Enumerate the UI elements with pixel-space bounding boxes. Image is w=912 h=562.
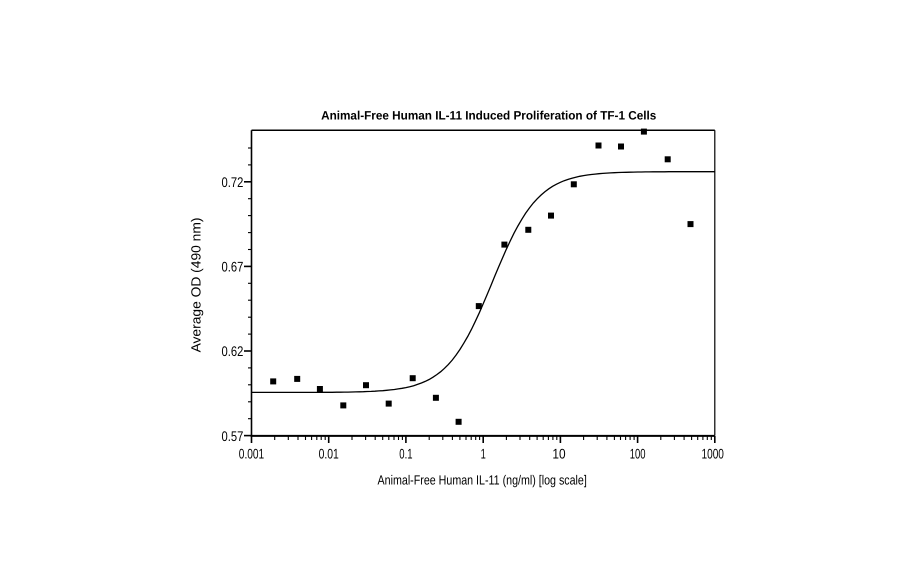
svg-text:1: 1	[481, 445, 486, 461]
svg-text:10: 10	[552, 445, 565, 461]
svg-text:0.1: 0.1	[399, 445, 412, 461]
svg-text:100: 100	[630, 445, 646, 461]
svg-text:0.72: 0.72	[222, 174, 244, 190]
svg-text:0.57: 0.57	[222, 428, 244, 444]
svg-text:0.001: 0.001	[239, 445, 265, 461]
svg-text:Animal-Free Human IL-11 (ng/ml: Animal-Free Human IL-11 (ng/ml) [log sca…	[378, 472, 587, 487]
svg-text:Animal-Free Human IL-11 Induce: Animal-Free Human IL-11 Induced Prolifer…	[321, 109, 656, 123]
svg-text:0.67: 0.67	[222, 259, 244, 275]
svg-text:1000: 1000	[702, 445, 725, 461]
svg-text:0.01: 0.01	[319, 445, 339, 461]
svg-text:Average OD (490 nm): Average OD (490 nm)	[189, 218, 204, 353]
svg-text:0.62: 0.62	[222, 343, 244, 359]
